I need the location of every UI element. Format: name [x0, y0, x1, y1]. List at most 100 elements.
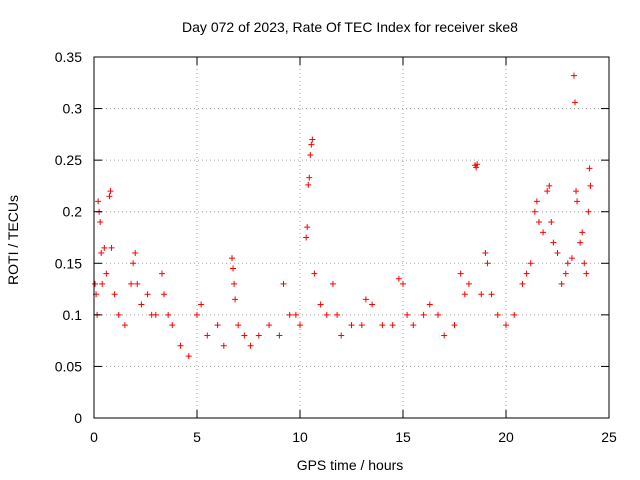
x-tick-label: 0 — [90, 429, 98, 445]
data-point — [130, 260, 137, 267]
data-point — [255, 332, 262, 339]
y-tick-label: 0.1 — [63, 307, 83, 323]
data-point — [214, 322, 221, 329]
data-point — [152, 311, 159, 318]
data-point — [307, 151, 314, 158]
data-point — [348, 322, 355, 329]
data-point — [535, 219, 542, 226]
data-point — [554, 249, 561, 256]
y-tick-label: 0.25 — [55, 152, 82, 168]
x-axis-title: GPS time / hours — [297, 457, 404, 473]
data-point — [488, 291, 495, 298]
data-point — [583, 270, 590, 277]
data-point — [95, 198, 102, 205]
data-point — [231, 280, 238, 287]
data-point — [426, 301, 433, 308]
data-point — [544, 188, 551, 195]
data-point — [420, 311, 427, 318]
data-point — [220, 342, 227, 349]
x-axis-ticks: 0 5 10 15 20 25 — [90, 57, 617, 445]
data-point — [511, 311, 518, 318]
data-point — [519, 280, 526, 287]
data-point — [587, 182, 594, 189]
data-point — [574, 198, 581, 205]
data-point — [235, 322, 242, 329]
data-point — [410, 322, 417, 329]
data-point — [128, 280, 135, 287]
data-point — [395, 275, 402, 282]
data-point — [473, 164, 480, 171]
data-point — [138, 301, 145, 308]
data-point — [334, 311, 341, 318]
data-point — [570, 72, 577, 79]
data-point — [451, 322, 458, 329]
data-point — [585, 208, 592, 215]
data-point — [546, 182, 553, 189]
grid — [94, 57, 609, 418]
y-tick-label: 0.15 — [55, 255, 82, 271]
data-point — [158, 270, 165, 277]
data-point — [247, 342, 254, 349]
y-tick-label: 0.35 — [55, 49, 82, 65]
data-point — [132, 249, 139, 256]
data-point — [581, 260, 588, 267]
data-point — [577, 239, 584, 246]
data-point — [474, 161, 481, 168]
data-point — [400, 280, 406, 287]
y-axis-title: ROTI / TECUs — [5, 195, 21, 285]
data-point — [404, 311, 411, 318]
data-point — [229, 255, 236, 262]
data-point — [548, 219, 555, 226]
data-point — [106, 193, 113, 200]
data-point — [276, 332, 283, 339]
data-point — [144, 291, 151, 298]
data-point — [494, 311, 501, 318]
data-point — [369, 301, 376, 308]
data-point — [484, 260, 491, 267]
data-point — [362, 296, 369, 303]
data-point — [540, 229, 547, 236]
data-point — [204, 332, 211, 339]
data-point — [503, 322, 509, 329]
data-point — [280, 280, 287, 287]
data-point — [266, 322, 273, 329]
data-point — [533, 198, 540, 205]
data-point — [161, 291, 168, 298]
data-point — [97, 219, 104, 226]
data-point — [305, 181, 312, 188]
data-point — [115, 311, 122, 318]
data-point — [568, 255, 575, 262]
data-point — [103, 270, 110, 277]
data-point — [309, 136, 316, 143]
plot-frame — [93, 56, 610, 419]
data-point — [482, 249, 489, 256]
data-point — [297, 322, 303, 329]
data-point — [134, 280, 141, 287]
data-point — [523, 270, 530, 277]
data-point — [564, 260, 571, 267]
x-tick-label: 25 — [601, 429, 617, 445]
data-point — [198, 301, 205, 308]
data-point — [303, 234, 310, 241]
data-point — [317, 301, 324, 308]
data-point — [232, 296, 239, 303]
data-point — [558, 280, 565, 287]
data-point — [306, 174, 313, 181]
data-point — [527, 260, 534, 267]
x-tick-label: 5 — [193, 429, 201, 445]
data-point — [389, 322, 396, 329]
data-point — [108, 244, 115, 251]
data-point — [241, 332, 248, 339]
data-point — [304, 224, 311, 231]
y-tick-label: 0.05 — [55, 358, 82, 374]
data-point — [98, 249, 105, 256]
data-point — [165, 311, 172, 318]
data-point — [441, 332, 448, 339]
data-point — [572, 99, 579, 106]
x-tick-label: 10 — [292, 429, 308, 445]
data-point — [358, 322, 365, 329]
data-point — [185, 353, 192, 360]
data-point — [177, 342, 184, 349]
